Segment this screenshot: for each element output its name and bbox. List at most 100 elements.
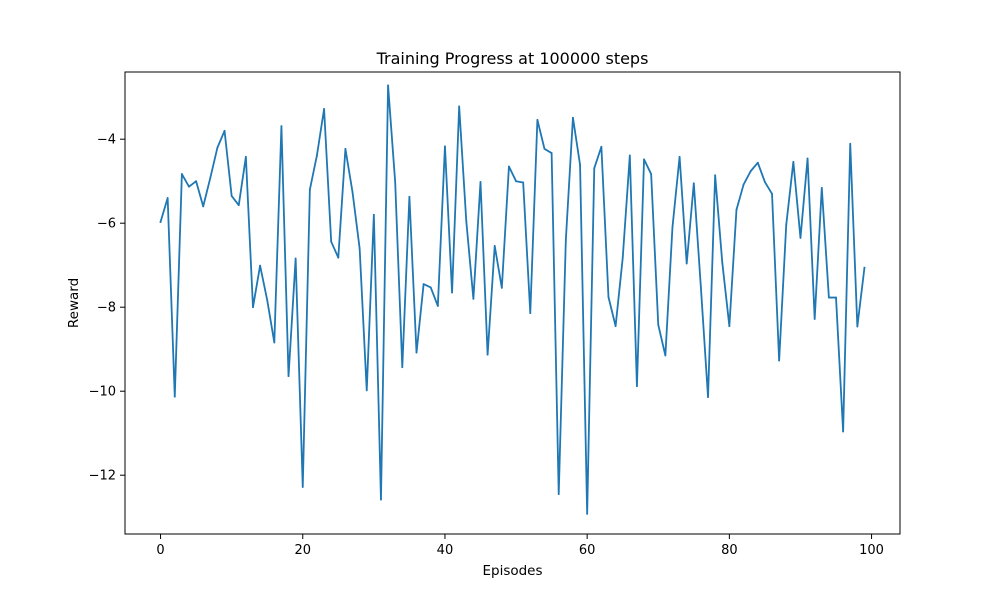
- data-point: [216, 146, 219, 149]
- data-points: [159, 84, 866, 515]
- data-point: [785, 223, 788, 226]
- data-point: [500, 286, 503, 289]
- data-point: [628, 154, 631, 157]
- data-point: [735, 208, 738, 211]
- chart-title: Training Progress at 100000 steps: [376, 49, 649, 68]
- data-point: [259, 264, 261, 267]
- data-point: [600, 145, 603, 148]
- data-point: [209, 176, 212, 179]
- y-tick-label: −8: [97, 301, 116, 316]
- x-tick-label: 100: [859, 543, 884, 558]
- data-point: [685, 262, 688, 265]
- data-point: [330, 240, 333, 243]
- data-point: [700, 286, 702, 289]
- data-point: [195, 180, 198, 183]
- data-point: [529, 312, 532, 314]
- data-point: [351, 191, 354, 194]
- y-tick-label: −10: [89, 385, 116, 400]
- data-point: [842, 430, 845, 433]
- data-point: [358, 247, 361, 250]
- data-point: [728, 325, 731, 327]
- data-point: [493, 244, 496, 247]
- data-point: [856, 325, 859, 328]
- data-point: [828, 296, 830, 299]
- data-point: [614, 325, 617, 327]
- data-point: [692, 182, 695, 185]
- data-point: [557, 493, 560, 495]
- data-point: [180, 173, 183, 175]
- data-point: [436, 305, 439, 307]
- data-point: [479, 181, 482, 183]
- data-point: [778, 359, 781, 362]
- data-point: [280, 125, 283, 128]
- data-point: [444, 145, 446, 148]
- data-point: [188, 185, 190, 188]
- data-point: [820, 187, 823, 189]
- data-point: [572, 116, 574, 119]
- data-point: [237, 204, 240, 207]
- y-axis: −12 −10 −8 −6 −4: [89, 133, 125, 484]
- data-point: [771, 192, 773, 195]
- axes-frame: [124, 71, 901, 535]
- y-tick-label: −12: [89, 469, 116, 484]
- data-point: [472, 297, 475, 300]
- data-point: [422, 283, 425, 285]
- data-point: [714, 174, 717, 177]
- data-point: [451, 291, 453, 294]
- data-point: [429, 286, 432, 289]
- data-point: [721, 261, 724, 264]
- data-point: [301, 486, 304, 488]
- data-point: [166, 197, 169, 199]
- data-point: [380, 498, 382, 501]
- data-point: [308, 188, 311, 191]
- data-point: [244, 155, 247, 158]
- data-point: [508, 165, 510, 168]
- data-point: [394, 181, 397, 183]
- data-point: [849, 142, 852, 145]
- data-point: [223, 129, 226, 132]
- plot-area: 0 20 40 60 80 100 −12 −10 −8 −6 −4: [89, 71, 901, 558]
- data-point: [863, 266, 866, 269]
- data-point: [806, 157, 809, 160]
- data-point: [365, 389, 368, 392]
- reward-series-line: [159, 84, 866, 515]
- data-point: [799, 237, 802, 239]
- y-axis-label: Reward: [66, 278, 82, 328]
- y-tick-label: −4: [97, 133, 116, 148]
- data-point: [636, 385, 638, 388]
- x-tick-label: 40: [437, 543, 454, 558]
- data-point: [465, 220, 468, 223]
- data-point: [564, 239, 567, 241]
- data-point: [316, 154, 318, 157]
- data-point: [835, 296, 837, 299]
- data-point: [159, 221, 162, 223]
- data-point: [813, 318, 816, 320]
- data-point: [586, 512, 589, 515]
- data-point: [657, 323, 660, 326]
- data-point: [273, 341, 276, 344]
- data-point: [764, 181, 766, 183]
- data-point: [415, 351, 418, 354]
- data-point: [344, 147, 347, 150]
- data-point: [792, 160, 795, 163]
- data-point: [287, 375, 290, 377]
- data-point: [650, 173, 653, 175]
- data-point: [536, 118, 539, 121]
- y-tick-label: −6: [97, 217, 116, 232]
- data-point: [401, 366, 404, 369]
- data-point: [749, 170, 752, 173]
- data-point: [643, 158, 645, 161]
- data-point: [593, 167, 596, 170]
- data-point: [522, 181, 525, 184]
- data-point: [337, 256, 340, 259]
- data-point: [579, 163, 581, 166]
- data-point: [664, 354, 667, 357]
- data-point: [671, 226, 674, 228]
- data-point: [486, 353, 489, 356]
- data-point: [252, 306, 254, 309]
- data-point: [387, 84, 389, 87]
- x-tick-label: 0: [156, 543, 164, 558]
- data-point: [230, 195, 233, 197]
- data-point: [408, 195, 411, 198]
